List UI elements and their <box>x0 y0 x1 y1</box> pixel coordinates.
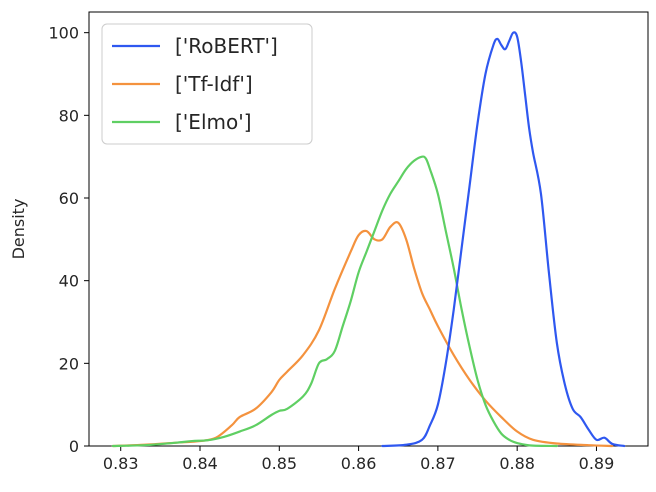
x-axis: 0.83 0.84 0.85 0.86 0.87 0.88 0.89 <box>103 446 614 473</box>
y-tick-label: 60 <box>59 189 79 208</box>
density-curves <box>111 31 626 448</box>
x-tick-label: 0.86 <box>341 454 377 473</box>
series-line-robert <box>381 31 626 448</box>
series-line-tfidf <box>111 221 614 448</box>
legend: ['RoBERT'] ['Tf-Idf'] ['Elmo'] <box>101 23 313 145</box>
x-tick-label: 0.85 <box>261 454 297 473</box>
y-axis: 0 20 40 60 80 100 <box>48 24 89 456</box>
y-axis-label: Density <box>9 199 28 260</box>
x-tick-label: 0.88 <box>499 454 535 473</box>
legend-label-elmo: ['Elmo'] <box>175 110 252 134</box>
x-tick-label: 0.89 <box>579 454 615 473</box>
x-tick-label: 0.87 <box>420 454 456 473</box>
legend-label-robert: ['RoBERT'] <box>175 34 278 58</box>
x-tick-label: 0.84 <box>182 454 218 473</box>
y-tick-label: 20 <box>59 354 79 373</box>
y-tick-label: 80 <box>59 106 79 125</box>
series-line-elmo <box>111 155 558 448</box>
legend-box <box>101 23 313 145</box>
x-tick-label: 0.83 <box>103 454 139 473</box>
legend-label-tfidf: ['Tf-Idf'] <box>175 72 253 96</box>
y-tick-label: 100 <box>48 24 79 43</box>
y-tick-label: 40 <box>59 272 79 291</box>
y-tick-label: 0 <box>69 437 79 456</box>
